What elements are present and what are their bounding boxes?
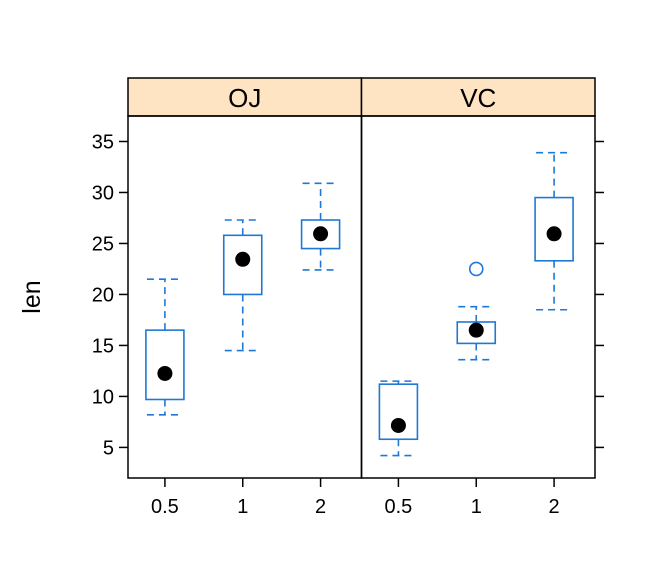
median-point	[390, 417, 406, 433]
box-vc-1	[456, 261, 497, 361]
y-tick-label: 35	[92, 131, 114, 153]
iqr-box	[534, 196, 574, 262]
box-oj-0.5	[145, 278, 185, 416]
y-tick-label: 15	[92, 335, 114, 357]
x-tick-label: 1	[471, 496, 482, 518]
panel-oj: OJ	[127, 77, 363, 479]
y-tick-label: 30	[92, 182, 114, 204]
median-point	[157, 365, 173, 381]
strip-label: OJ	[228, 83, 261, 113]
y-tick-label: 20	[92, 284, 114, 306]
iqr-box	[222, 234, 263, 296]
x-tick-label: 2	[315, 496, 326, 518]
iqr-box	[145, 329, 185, 401]
strip-label: VC	[460, 83, 496, 113]
box-oj-2	[300, 182, 341, 271]
panel-vc: VC	[360, 77, 596, 479]
median-point	[468, 322, 484, 338]
outlier-point	[468, 261, 484, 277]
x-tick-label: 2	[549, 496, 560, 518]
box-vc-2	[534, 151, 574, 311]
x-tick-label: 0.5	[385, 496, 413, 518]
panel-frame	[360, 115, 596, 479]
median-point	[235, 251, 251, 267]
box-oj-1	[222, 219, 263, 352]
strip-background	[127, 77, 363, 117]
median-point	[313, 226, 329, 242]
y-tick-label: 25	[92, 233, 114, 255]
iqr-box	[378, 383, 419, 441]
y-tick-label: 5	[103, 437, 114, 459]
box-vc-0.5	[378, 380, 419, 457]
iqr-box	[456, 321, 497, 345]
median-point	[546, 226, 562, 242]
panels-layer: OJ VC	[127, 77, 596, 479]
y-axis-label: len	[18, 280, 46, 313]
panel-frame	[127, 115, 363, 479]
x-tick-label: 1	[237, 496, 248, 518]
x-tick-label: 0.5	[151, 496, 179, 518]
strip-background	[360, 77, 596, 117]
iqr-box	[300, 219, 341, 250]
y-tick-label: 10	[92, 386, 114, 408]
